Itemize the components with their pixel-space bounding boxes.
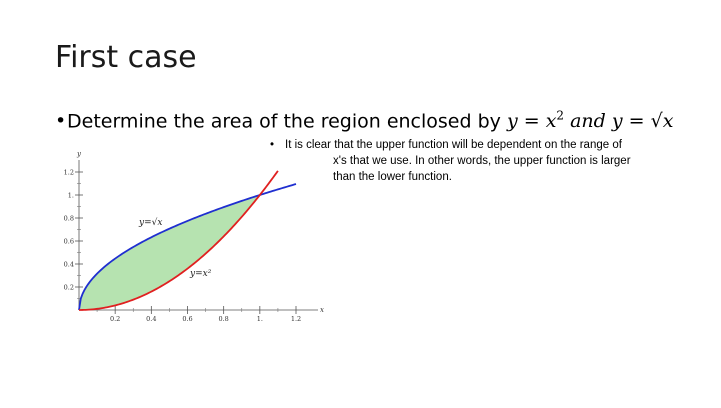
x-tick-label: 1.2 <box>291 315 301 323</box>
x-axis-label: x <box>320 306 324 314</box>
x-tick-label: 0.4 <box>146 315 156 323</box>
y-tick-label: 0.6 <box>64 238 74 246</box>
x-tick-label: 0.8 <box>218 315 228 323</box>
sub-bullet-dot-icon: • <box>270 139 275 151</box>
bullet-main: •Determine the area of the region enclos… <box>55 109 673 132</box>
y-tick-label: 0.2 <box>64 284 74 292</box>
shaded-region <box>79 195 260 310</box>
bullet-text: Determine the area of the region enclose… <box>67 110 501 133</box>
sub-bullet-note: • It is clear that the upper function wil… <box>270 137 631 185</box>
y-axis-label: y <box>76 150 82 158</box>
series-line-square <box>78 170 279 311</box>
y-tick-label: 0.4 <box>64 261 74 269</box>
series-label-square: y=x² <box>189 269 212 279</box>
note-line-1: It is clear that the upper function will… <box>285 139 622 151</box>
slide-title: First case <box>55 40 197 75</box>
eq1-rhs: x <box>545 110 557 133</box>
eq1-exponent: 2 <box>556 109 565 123</box>
equation: y = x2 and y = √x <box>506 109 674 133</box>
x-tick-label: 1. <box>257 315 263 323</box>
series-label-sqrt: y=√x <box>138 217 162 228</box>
eq1-lhs: y <box>506 110 518 133</box>
x-tick-label: 0.2 <box>110 315 120 323</box>
eq2-rhs: √x <box>650 110 674 133</box>
eq2-lhs: y <box>611 110 623 133</box>
y-tick-label: 1. <box>68 192 74 200</box>
eq-and: and <box>570 110 606 133</box>
x-tick-label: 0.6 <box>182 315 192 323</box>
bullet-dot-icon: • <box>55 110 67 133</box>
y-tick-label: 0.8 <box>64 215 74 223</box>
y-tick-label: 1.2 <box>64 169 74 177</box>
note-line-2: x's that we use. In other words, the upp… <box>333 155 631 167</box>
note-line-3: than the lower function. <box>333 171 452 183</box>
